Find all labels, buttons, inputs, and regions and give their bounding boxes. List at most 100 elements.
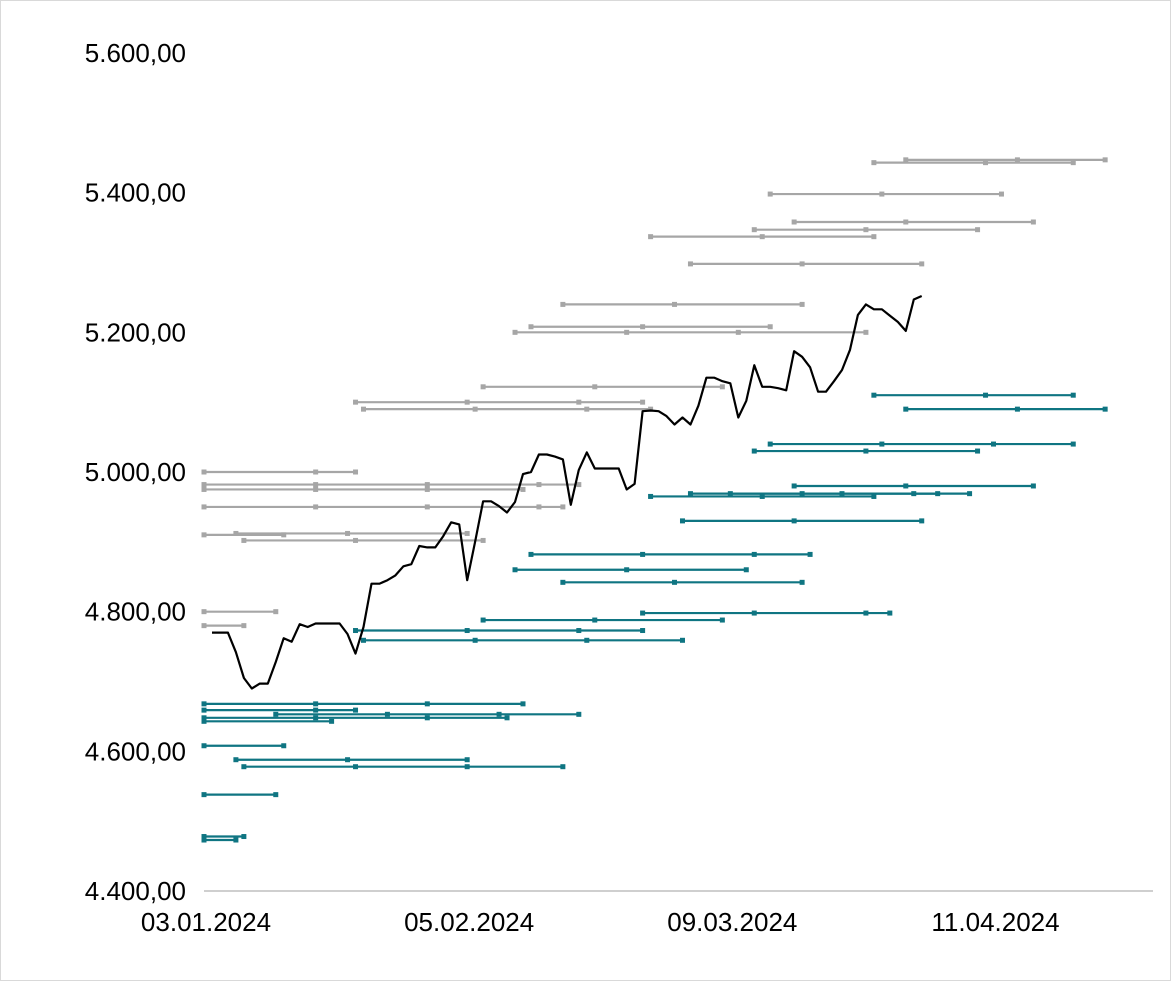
- lower-range-bar-marker: [496, 711, 502, 717]
- lower-range-bar-marker: [576, 711, 582, 717]
- x-tick-label: 09.03.2024: [667, 907, 797, 937]
- upper-range-bar-marker: [512, 329, 518, 335]
- lower-range-bar-marker: [1030, 483, 1036, 489]
- upper-range-bar-marker: [799, 301, 805, 307]
- lower-range-bar-marker: [751, 551, 757, 557]
- lower-range-bar: [903, 406, 1108, 412]
- x-tick-label: 11.04.2024: [931, 907, 1059, 937]
- lower-range-bar-marker: [799, 579, 805, 585]
- lower-range-bar-marker: [464, 764, 470, 770]
- lower-range-bar-marker: [672, 579, 678, 585]
- upper-range-bar-marker: [1014, 157, 1020, 163]
- lower-range-bar-marker: [743, 567, 749, 573]
- lower-range-bar-marker: [887, 610, 893, 616]
- lower-range-bar-marker: [975, 448, 981, 454]
- lower-range-bar-marker: [313, 701, 319, 707]
- upper-range-bar-marker: [464, 399, 470, 405]
- upper-range-bar-marker: [241, 623, 247, 629]
- upper-range-bar-marker: [640, 399, 646, 405]
- upper-range-bar-marker: [687, 261, 693, 267]
- upper-range-bar-marker: [360, 406, 366, 412]
- lower-range-bar-marker: [791, 483, 797, 489]
- upper-range-bar: [201, 486, 526, 492]
- lower-range-bar: [241, 764, 566, 770]
- upper-range-bar-marker: [424, 504, 430, 510]
- upper-range-bar-marker: [520, 486, 526, 492]
- lower-range-bar: [648, 493, 877, 499]
- lower-range-bar-marker: [640, 551, 646, 557]
- lower-range-bar-marker: [759, 493, 765, 499]
- lower-range-bar-marker: [640, 628, 646, 634]
- upper-range-bar-marker: [576, 482, 582, 488]
- lower-range-bar-marker: [624, 567, 630, 573]
- lower-range-bar-marker: [241, 834, 247, 840]
- lower-range-bar-marker: [967, 491, 973, 497]
- y-tick-label: 4.600,00: [85, 736, 186, 766]
- lower-range-bar-marker: [919, 518, 925, 524]
- upper-range-bar-marker: [313, 469, 319, 475]
- upper-range-bar-marker: [281, 532, 287, 538]
- upper-range-bar-marker: [719, 384, 725, 390]
- lower-range-bar-marker: [384, 711, 390, 717]
- upper-range-bar-marker: [353, 469, 359, 475]
- lower-range-bar-marker: [472, 637, 478, 643]
- lower-range-bar-marker: [464, 757, 470, 763]
- lower-range-bar-marker: [871, 493, 877, 499]
- upper-range-bar: [480, 384, 725, 390]
- upper-range-bar-marker: [983, 160, 989, 166]
- lower-range-bar-marker: [233, 757, 239, 763]
- lower-range-bar: [201, 834, 247, 840]
- upper-range-bars: [201, 157, 1108, 629]
- upper-range-bar-marker: [313, 504, 319, 510]
- upper-range-bar-marker: [313, 482, 319, 488]
- lower-range-bar-marker: [1070, 441, 1076, 447]
- lower-range-bar: [560, 579, 805, 585]
- upper-range-bar-marker: [560, 504, 566, 510]
- lower-range-bar-marker: [480, 617, 486, 623]
- upper-range-bar: [201, 469, 359, 475]
- lower-range-bar-marker: [560, 764, 566, 770]
- upper-range-bar-marker: [313, 486, 319, 492]
- upper-range-bar: [201, 609, 279, 615]
- upper-range-bar-marker: [871, 234, 877, 240]
- lower-range-bar-marker: [767, 441, 773, 447]
- upper-range-bar-marker: [791, 219, 797, 225]
- lower-range-bar-marker: [1014, 406, 1020, 412]
- lower-range-bar-marker: [464, 628, 470, 634]
- price-series: [212, 294, 923, 690]
- upper-range-bar-marker: [536, 504, 542, 510]
- lower-range-bar-marker: [687, 491, 693, 497]
- lower-range-bar-marker: [1102, 406, 1108, 412]
- upper-range-bar: [360, 406, 654, 412]
- y-tick-label: 5.200,00: [85, 317, 186, 347]
- upper-range-bar-marker: [353, 537, 359, 543]
- lower-range-bar-marker: [863, 610, 869, 616]
- lower-range-bar-marker: [201, 707, 207, 713]
- lower-range-bar-marker: [991, 441, 997, 447]
- upper-range-bar-marker: [863, 227, 869, 233]
- lower-range-bar-marker: [273, 792, 279, 798]
- lower-range-bar-marker: [751, 448, 757, 454]
- upper-range-bar: [871, 160, 1076, 166]
- upper-range-bar: [751, 227, 981, 233]
- upper-range-bar-marker: [353, 399, 359, 405]
- lower-range-bar-marker: [201, 743, 207, 749]
- upper-range-bar-marker: [480, 537, 486, 543]
- upper-range-bar-marker: [1070, 160, 1076, 166]
- upper-range-bar-marker: [903, 219, 909, 225]
- lower-range-bar: [201, 837, 239, 843]
- lower-range-bar-marker: [512, 567, 518, 573]
- upper-range-bar: [687, 261, 925, 267]
- lower-range-bar-marker: [528, 551, 534, 557]
- upper-range-bar-marker: [480, 384, 486, 390]
- upper-range-bar-marker: [576, 399, 582, 405]
- lower-range-bar: [201, 715, 510, 721]
- lower-range-bar: [201, 718, 335, 724]
- lower-range-bar-marker: [592, 617, 598, 623]
- lower-range-bars: [201, 392, 1108, 843]
- upper-range-bar: [528, 324, 773, 330]
- upper-range-bar-marker: [998, 191, 1004, 197]
- lower-range-bar-marker: [201, 715, 207, 721]
